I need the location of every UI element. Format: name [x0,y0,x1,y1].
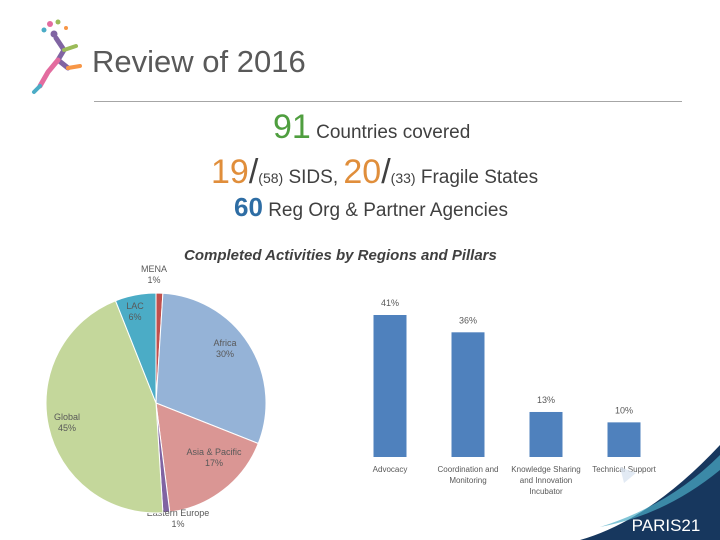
bar-category-label-2-0: Knowledge Sharing [511,465,580,474]
fragile-label: Fragile States [420,167,539,188]
pie-value-asia-pacific: 17% [205,458,223,468]
bar-1 [451,332,485,457]
bar-value-label-2: 13% [537,395,555,405]
countries-count: 91 [273,108,311,146]
title-divider [94,101,682,102]
countries-headline: 91 Countries covered [273,108,470,147]
pie-value-lac: 6% [128,312,141,322]
sids-count: 19 [211,153,249,191]
pie-label-asia-pacific: Asia & Pacific [186,447,242,457]
bar-3 [607,422,641,457]
pie-value-global: 45% [58,423,76,433]
countries-label: Countries covered [316,122,471,143]
orgs-count: 60 [234,192,263,222]
sids-total: (58) [258,170,284,186]
pie-label-eastern-europe: Eastern Europe [147,508,210,518]
sids-label: SIDS, [288,167,339,188]
bar-value-label-3: 10% [615,405,633,415]
bar-value-label-1: 36% [459,315,477,325]
bar-value-label-0: 41% [381,298,399,308]
pie-slice-lac [114,292,157,404]
pie-slice-asia-pacific [155,402,259,513]
fragile-count: 20 [343,153,382,191]
pie-value-mena: 1% [147,275,160,285]
pie-value-africa: 30% [216,349,234,359]
brand-text: PARIS21 [632,516,701,535]
bar-2 [529,411,563,457]
orgs-label: Reg Org & Partner Agencies [268,200,508,221]
bar-category-label-0-0: Advocacy [373,465,408,474]
pie-label-global: Global [54,412,80,422]
slide-title: Review of 2016 [92,44,306,79]
bar-category-label-2-2: Incubator [529,487,563,496]
sids-fragile-headline: 19/(58) SIDS, 20/(33) Fragile States [211,153,539,191]
chart-title: Completed Activities by Regions and Pill… [184,247,497,264]
paris21-brand-logo: PARIS21 [580,445,720,540]
bar-category-label-1-1: Monitoring [449,476,486,485]
bar-0 [373,315,407,457]
paris21-figure-logo [32,19,82,94]
pie-slice-global [45,300,164,514]
pie-label-lac: LAC [126,301,144,311]
bar-category-label-1-0: Coordination and [438,465,499,474]
pie-label-mena: MENA [141,264,167,274]
pie-label-africa: Africa [213,338,236,348]
pie-slice-africa [155,292,267,445]
orgs-headline: 60 Reg Org & Partner Agencies [234,192,508,223]
pie-value-eastern-europe: 1% [171,519,184,529]
bar-category-label-2-1: and Innovation [520,476,573,485]
fragile-total: (33) [390,170,416,186]
